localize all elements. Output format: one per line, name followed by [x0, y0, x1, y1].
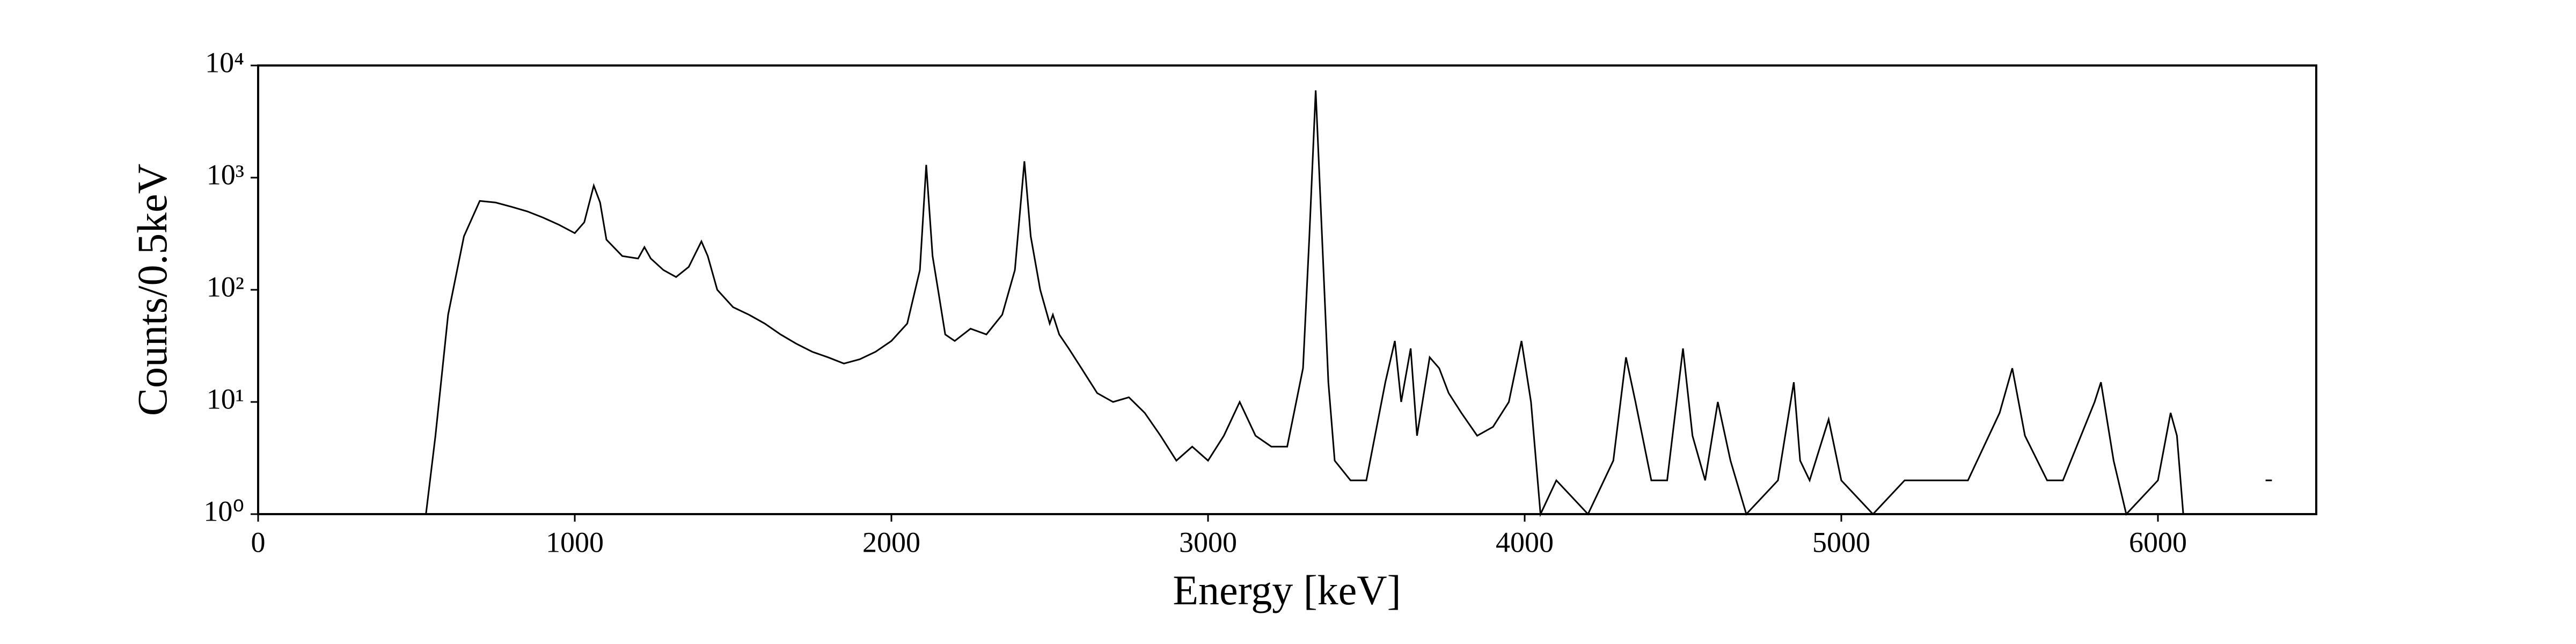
- y-tick-label: 10³: [207, 158, 244, 191]
- y-tick-label: 10¹: [207, 383, 244, 415]
- x-tick-label: 3000: [1179, 526, 1237, 558]
- y-tick-label: 10⁴: [205, 46, 244, 78]
- x-tick-label: 2000: [862, 526, 920, 558]
- x-axis-label: Energy [keV]: [1173, 567, 1401, 613]
- x-tick-label: 5000: [1812, 526, 1870, 558]
- x-tick-label: 1000: [546, 526, 604, 558]
- y-tick-label: 10²: [207, 270, 244, 303]
- y-tick-label: 10⁰: [203, 495, 244, 527]
- x-tick-label: 0: [251, 526, 266, 558]
- spectrum-line: [425, 90, 2272, 517]
- x-tick-label: 6000: [2129, 526, 2187, 558]
- y-axis-label: Counts/0.5keV: [129, 164, 175, 416]
- x-tick-label: 4000: [1496, 526, 1554, 558]
